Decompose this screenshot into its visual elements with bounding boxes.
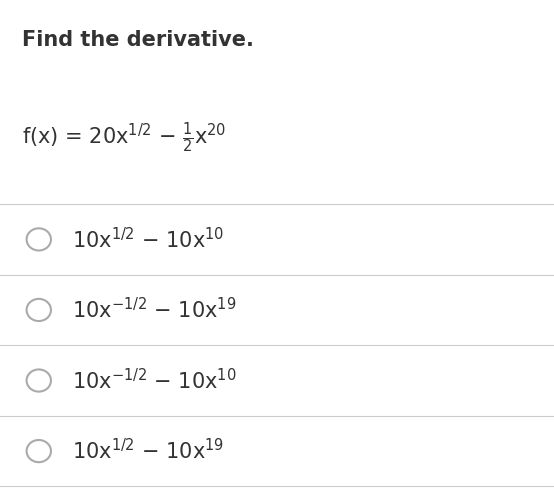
Text: Find the derivative.: Find the derivative. [22, 30, 254, 50]
Text: f(x) = 20x$^{1/2}$ $-$ $\frac{1}{2}$x$^{20}$: f(x) = 20x$^{1/2}$ $-$ $\frac{1}{2}$x$^{… [22, 121, 227, 155]
Text: 10x$^{-1/2}$ $-$ 10x$^{10}$: 10x$^{-1/2}$ $-$ 10x$^{10}$ [72, 368, 237, 393]
Text: 10x$^{-1/2}$ $-$ 10x$^{19}$: 10x$^{-1/2}$ $-$ 10x$^{19}$ [72, 297, 237, 323]
Text: 10x$^{1/2}$ $-$ 10x$^{19}$: 10x$^{1/2}$ $-$ 10x$^{19}$ [72, 438, 224, 464]
Text: 10x$^{1/2}$ $-$ 10x$^{10}$: 10x$^{1/2}$ $-$ 10x$^{10}$ [72, 227, 224, 252]
